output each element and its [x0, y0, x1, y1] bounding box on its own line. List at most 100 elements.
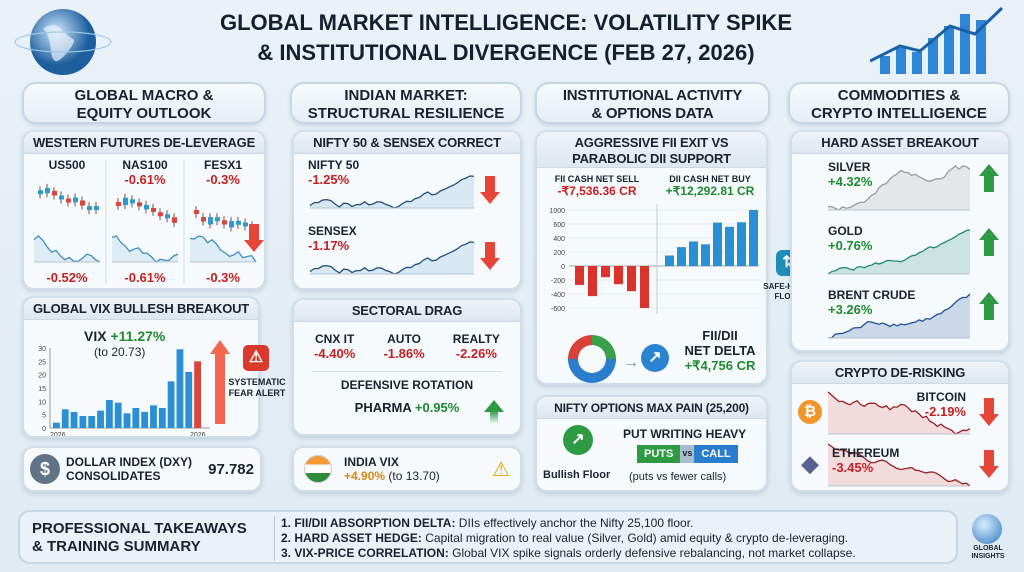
future-change: -0.61% — [124, 172, 166, 187]
candle — [116, 202, 121, 206]
candle — [123, 197, 128, 206]
vix-bar — [114, 402, 122, 428]
arrow-right-icon: → — [623, 354, 639, 371]
net-delta: FII/DII NET DELTA +₹4,756 CR — [684, 328, 756, 373]
dollar-icon: $ — [30, 454, 60, 484]
logo-text: GLOBAL INSIGHTS — [971, 545, 1005, 560]
index-change: -1.25% — [308, 172, 350, 187]
crypto-change: -2.19% — [924, 404, 966, 419]
sparkline-area — [310, 176, 474, 208]
fii-sell-label: FII CASH NET SELL -₹7,536.36 CR — [554, 174, 640, 198]
down-arrow-icon — [979, 450, 999, 478]
candle — [236, 220, 241, 225]
vix-bar — [88, 416, 96, 428]
column-header-macro: GLOBAL MACRO & EQUITY OUTLOOK — [22, 82, 266, 124]
crypto-name: BITCOIN — [916, 390, 966, 404]
card-title: NIFTY OPTIONS MAX PAIN (25,200) — [537, 397, 766, 419]
future-change: -0.3% — [206, 172, 240, 187]
up-arrow-icon — [484, 400, 504, 412]
y-tick-label: 0 — [42, 426, 46, 433]
page-title: GLOBAL MARKET INTELLIGENCE: VOLATILITY S… — [219, 10, 792, 65]
western-futures-card: WESTERN FUTURES DE-LEVERAGE US500 -0.52% N… — [22, 130, 266, 290]
commodity-name: GOLD — [828, 224, 863, 238]
sparkline-area — [828, 166, 970, 210]
candle — [137, 202, 142, 207]
takeaways-list: 1. FII/DII ABSORPTION DELTA: DIIs effect… — [274, 516, 856, 561]
vix-bar — [167, 381, 175, 428]
candle — [165, 214, 170, 219]
future-name: NAS100 — [122, 158, 168, 172]
candle — [59, 195, 64, 200]
vix-bar — [79, 416, 87, 428]
down-arrow-icon — [480, 242, 500, 270]
sparkline-area — [828, 230, 970, 274]
up-arrow-icon — [210, 340, 230, 424]
y-tick-label: -400 — [551, 292, 565, 299]
y-tick-label: 5 — [42, 413, 46, 420]
dxy-label: DOLLAR INDEX (DXY) CONSOLIDATES — [66, 455, 192, 483]
safe-haven-label: SAFE-HAVEN FLOWS — [763, 282, 815, 301]
candle — [38, 190, 43, 195]
candle — [94, 206, 99, 211]
global-insights-logo — [972, 514, 1002, 544]
dii-bar — [737, 222, 746, 266]
candle — [158, 212, 163, 217]
future-name: FESX1 — [203, 158, 242, 172]
vix-bar — [70, 412, 78, 428]
candle — [229, 221, 234, 228]
sparkline — [827, 165, 971, 211]
candle — [87, 206, 92, 211]
fii-dii-bar-chart: 1000 600 400 200 0 -200 -400 -600 — [549, 204, 759, 314]
sparkline-area — [310, 242, 474, 274]
down-arrow-icon — [480, 176, 500, 204]
column-header-institutional: INSTITUTIONAL ACTIVITY & OPTIONS DATA — [535, 82, 770, 124]
dii-bar — [713, 222, 722, 266]
sparkline — [827, 391, 971, 435]
sparkline — [827, 293, 971, 339]
crypto-card: CRYPTO DE-RISKING ₿ BITCOIN -2.19% ◆ ETHEREU… — [790, 360, 1010, 492]
dii-bar — [689, 241, 698, 266]
vix-bar — [194, 361, 201, 428]
sparkline-area — [828, 392, 970, 434]
bullish-trend-icon: ↗ — [563, 425, 593, 455]
growth-chart-icon — [870, 6, 1004, 74]
candle — [80, 200, 85, 206]
crypto-name: ETHEREUM — [832, 446, 900, 460]
candle — [66, 198, 71, 203]
card-title: HARD ASSET BREAKOUT — [792, 132, 1008, 154]
fii-dii-card: AGGRESSIVE FII EXIT VS PARABOLIC DII SUPP… — [535, 130, 768, 385]
crypto-sparklines — [827, 391, 999, 487]
warning-icon: ⚠ — [243, 345, 269, 371]
vix-bar — [97, 410, 104, 428]
y-tick-label: -200 — [551, 278, 565, 285]
takeaway-item: 1. FII/DII ABSORPTION DELTA: DIIs effect… — [281, 516, 694, 530]
fii-bar — [601, 266, 610, 278]
sector-item: REALTY -2.26% — [452, 332, 500, 361]
donut-chart-icon — [568, 335, 616, 383]
sectoral-drag-card: SECTORAL DRAG CNX IT -4.40% AUTO -1.86% RE… — [292, 298, 522, 436]
futures-candlestick-charts — [33, 160, 264, 284]
fii-bar — [627, 266, 636, 292]
candle — [215, 217, 220, 222]
footer-title: PROFESSIONAL TAKEAWAYS & TRAINING SUMMARY — [32, 520, 247, 555]
candle — [144, 204, 149, 210]
down-arrow-icon — [244, 224, 264, 252]
vix-bar — [158, 408, 166, 428]
india-flag-icon — [304, 455, 332, 483]
candle — [222, 220, 227, 225]
candle — [45, 187, 50, 194]
dii-bar — [701, 244, 710, 266]
card-title: AGGRESSIVE FII EXIT VS PARABOLIC DII SUPP… — [537, 132, 766, 168]
options-card: NIFTY OPTIONS MAX PAIN (25,200) ↗ Bullis… — [535, 395, 768, 492]
vix-bar — [185, 372, 193, 428]
vix-bar — [150, 405, 157, 428]
nifty-sensex-card: NIFTY 50 & SENSEX CORRECT NIFTY 50 -1.25%… — [292, 130, 522, 290]
up-arrow-icon — [979, 228, 999, 256]
candle — [151, 207, 156, 212]
index-name: NIFTY 50 — [308, 158, 360, 172]
fii-bar — [614, 266, 623, 285]
future-change: -0.3% — [206, 270, 240, 285]
index-sparklines — [309, 175, 500, 275]
pharma-change: PHARMA +0.95% — [354, 400, 460, 415]
sparkline — [309, 175, 475, 209]
